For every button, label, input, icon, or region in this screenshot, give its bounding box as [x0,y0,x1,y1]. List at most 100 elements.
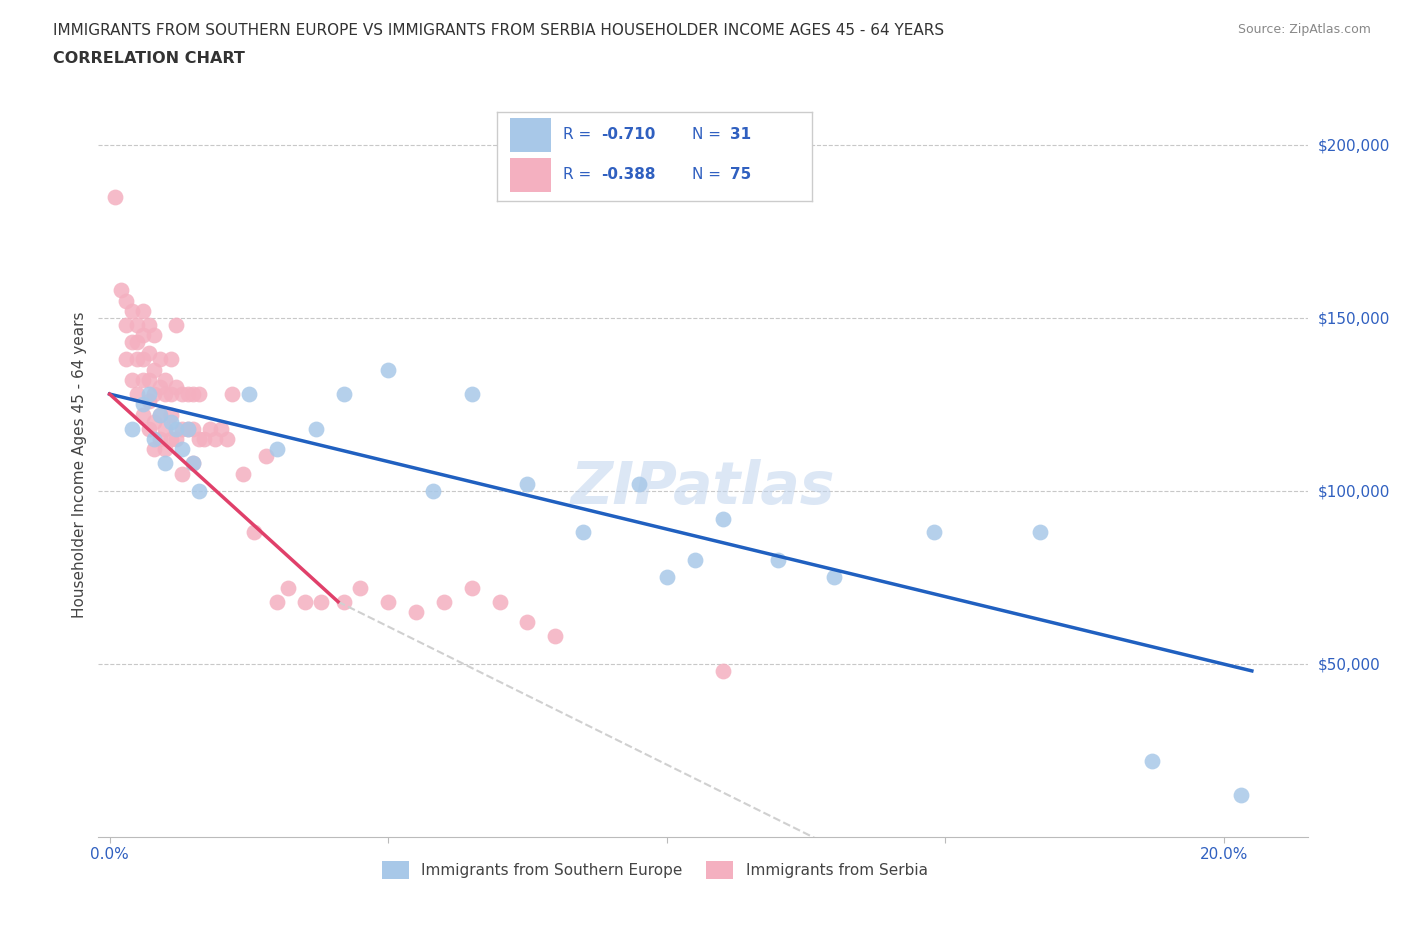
Point [160,387,183,402]
Point [377,363,399,378]
Point [127,352,149,367]
Point [149,432,172,446]
Point [149,379,172,394]
Point [104,190,127,205]
Point [170,442,193,457]
Point [160,407,183,422]
Point [165,432,187,446]
Point [332,387,354,402]
Legend: Immigrants from Southern Europe, Immigrants from Serbia: Immigrants from Southern Europe, Immigra… [375,856,934,885]
Point [160,432,183,446]
Point [165,421,187,436]
Text: Source: ZipAtlas.com: Source: ZipAtlas.com [1237,23,1371,36]
Point [277,580,299,595]
Point [349,580,371,595]
Point [516,476,538,491]
Point [132,303,155,318]
Point [132,407,155,422]
Point [138,373,160,388]
Y-axis label: Householder Income Ages 45 - 64 years: Householder Income Ages 45 - 64 years [72,312,87,618]
Point [683,552,706,567]
Point [193,432,215,446]
Point [143,363,166,378]
Point [204,432,226,446]
Point [132,373,155,388]
Point [209,421,232,436]
Text: IMMIGRANTS FROM SOUTHERN EUROPE VS IMMIGRANTS FROM SERBIA HOUSEHOLDER INCOME AGE: IMMIGRANTS FROM SOUTHERN EUROPE VS IMMIG… [53,23,945,38]
Point [1029,525,1052,540]
Text: ZIPatlas: ZIPatlas [571,458,835,516]
Point [143,414,166,429]
Point [176,421,198,436]
Point [160,414,183,429]
Point [823,570,845,585]
Point [422,484,444,498]
Point [127,317,149,332]
Point [266,442,288,457]
Point [187,387,209,402]
Point [155,456,177,471]
Point [176,421,198,436]
Point [181,456,204,471]
Point [232,466,254,481]
Point [221,387,243,402]
Point [433,594,456,609]
Point [155,421,177,436]
Point [170,466,193,481]
Point [155,442,177,457]
Point [305,421,328,436]
Point [516,615,538,630]
Point [572,525,595,540]
Point [127,335,149,350]
Point [627,476,650,491]
Point [138,317,160,332]
Point [149,407,172,422]
Point [138,421,160,436]
Point [1140,753,1163,768]
Point [176,387,198,402]
Text: CORRELATION CHART: CORRELATION CHART [53,51,245,66]
Point [165,379,187,394]
Point [127,387,149,402]
Point [181,421,204,436]
Point [121,373,143,388]
Point [160,352,183,367]
Point [461,580,484,595]
Point [138,345,160,360]
Point [121,421,143,436]
Point [405,604,427,619]
Point [768,552,790,567]
Point [170,421,193,436]
Point [238,387,260,402]
Point [132,352,155,367]
Point [332,594,354,609]
Point [1229,788,1251,803]
Point [311,594,333,609]
Point [143,387,166,402]
Point [243,525,266,540]
Point [544,629,567,644]
Point [181,456,204,471]
Point [170,387,193,402]
Point [488,594,510,609]
Point [115,352,138,367]
Point [181,387,204,402]
Point [711,663,734,678]
Point [121,303,143,318]
Point [254,449,277,464]
Point [655,570,678,585]
Point [143,442,166,457]
Point [115,293,138,308]
Point [187,484,209,498]
Point [155,373,177,388]
Point [165,317,187,332]
Point [138,387,160,402]
Point [149,352,172,367]
Point [121,335,143,350]
Point [132,397,155,412]
Point [461,387,484,402]
Point [143,432,166,446]
Point [187,432,209,446]
Point [922,525,945,540]
Point [149,407,172,422]
